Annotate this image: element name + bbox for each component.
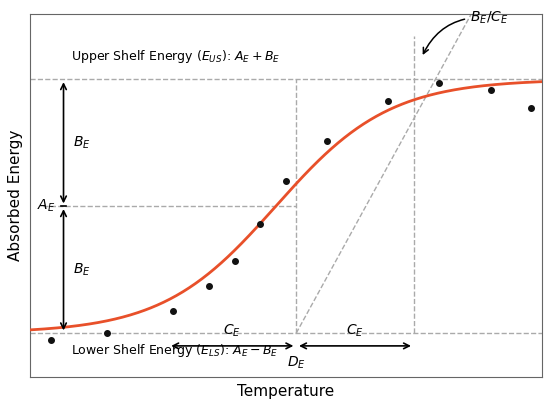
Text: $B_E$: $B_E$ (73, 135, 90, 151)
Point (103, 330, 112, 337)
Text: $B_E$: $B_E$ (73, 262, 90, 278)
Text: $C_E$: $C_E$ (346, 323, 364, 339)
Point (230, 257, 239, 264)
Text: $B_E/C_E$: $B_E/C_E$ (424, 9, 509, 54)
Point (486, 87, 495, 94)
Text: $D_E$: $D_E$ (287, 355, 306, 371)
Text: $C_E$: $C_E$ (223, 323, 241, 339)
Point (256, 221, 265, 228)
Point (169, 308, 178, 315)
Point (384, 98, 393, 104)
Point (205, 283, 213, 289)
Point (527, 105, 536, 112)
Text: Lower Shelf Energy $(E_{LS})$: $A_E - B_E$: Lower Shelf Energy $(E_{LS})$: $A_E - B_… (71, 342, 279, 359)
Y-axis label: Absorbed Energy: Absorbed Energy (8, 130, 23, 261)
Point (282, 177, 290, 184)
Text: $A_E$: $A_E$ (37, 198, 56, 214)
Point (435, 80, 444, 86)
Text: Upper Shelf Energy $(E_{US})$: $A_E + B_E$: Upper Shelf Energy $(E_{US})$: $A_E + B_… (71, 48, 280, 65)
Point (322, 138, 331, 144)
Point (46, 337, 55, 344)
X-axis label: Temperature: Temperature (238, 384, 334, 399)
